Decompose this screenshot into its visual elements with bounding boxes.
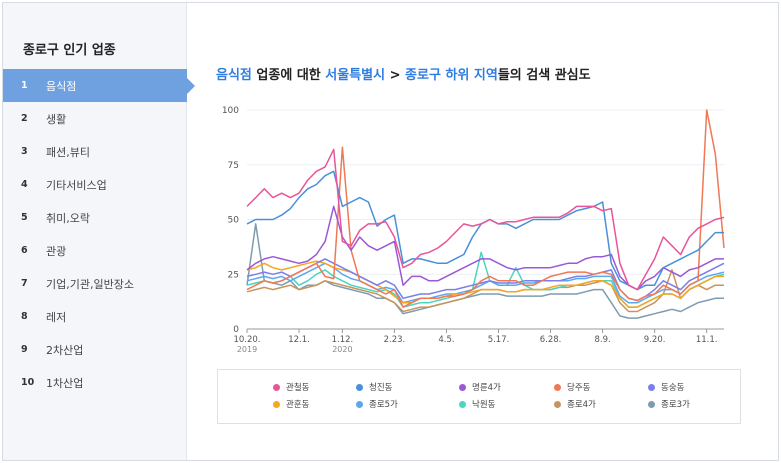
sidebar-item-label: 관광 <box>46 244 67 258</box>
title-text-2: 들의 검색 관심도 <box>497 68 591 83</box>
sidebar-item-number: 9 <box>21 344 28 355</box>
legend-label: 낙원동 <box>472 400 496 410</box>
legend-label: 종로4가 <box>567 400 596 410</box>
sidebar-item[interactable]: 6 관광 <box>3 234 187 267</box>
legend-dot-icon <box>273 383 280 391</box>
legend-label: 종로5가 <box>369 400 398 410</box>
sidebar-item-label: 기업,기관,일반장소 <box>46 277 134 291</box>
series-line <box>246 148 725 291</box>
title-category: 음식점 <box>216 68 252 83</box>
legend-dot-icon <box>648 383 655 391</box>
sidebar-item-number: 4 <box>21 179 28 190</box>
legend-dot-icon <box>554 383 561 391</box>
legend-label: 관훈동 <box>286 400 310 410</box>
y-tick-label: 50 <box>228 216 240 226</box>
y-tick-label: 75 <box>228 161 239 171</box>
series-line <box>246 109 725 308</box>
legend-item[interactable]: 명륜4가 <box>459 381 501 393</box>
legend-item[interactable]: 종로3가 <box>648 398 690 410</box>
sidebar-item-label: 2차산업 <box>46 343 84 357</box>
sidebar-item-label: 생활 <box>46 112 67 126</box>
legend-item[interactable]: 낙원동 <box>459 398 495 410</box>
legend-item[interactable]: 청진동 <box>356 381 392 393</box>
sidebar-item-number: 1 <box>21 80 28 91</box>
sidebar-item-number: 8 <box>21 311 28 322</box>
legend-label: 당주동 <box>567 383 591 393</box>
sidebar-item[interactable]: 9 2차산업 <box>3 333 187 366</box>
sidebar-item[interactable]: 3 패션,뷰티 <box>3 135 187 168</box>
sidebar-item[interactable]: 8 레저 <box>3 300 187 333</box>
x-tick-sublabel: 2019 <box>237 345 257 354</box>
sidebar-item-label: 취미,오락 <box>46 211 90 225</box>
title-district: 종로구 하위 지역 <box>405 68 498 83</box>
legend-label: 청진동 <box>369 383 393 393</box>
sidebar-item-number: 6 <box>21 245 28 256</box>
y-tick-label: 0 <box>233 325 239 335</box>
sidebar-item-label: 기타서비스업 <box>46 178 107 192</box>
y-tick-label: 25 <box>228 270 239 280</box>
page-title: 음식점 업종에 대한 서울특별시 > 종로구 하위 지역들의 검색 관심도 <box>216 64 591 83</box>
legend-dot-icon <box>554 400 561 408</box>
sidebar-item-label: 패션,뷰티 <box>46 145 90 159</box>
sidebar-item-label: 1차산업 <box>46 376 84 390</box>
y-tick-label: 100 <box>222 106 239 116</box>
x-tick-label: 11.1. <box>696 335 718 345</box>
legend-dot-icon <box>273 400 280 408</box>
legend-dot-icon <box>356 400 363 408</box>
title-separator: > <box>385 68 406 83</box>
sidebar-item-number: 10 <box>21 377 35 388</box>
sidebar-item[interactable]: 7 기업,기관,일반장소 <box>3 267 187 300</box>
sidebar: 종로구 인기 업종 1 음식점 2 생활 3 패션,뷰티 4 기타서비스업 5 취미,오락 6 관광 7… <box>3 3 195 460</box>
legend-dot-icon <box>459 400 466 408</box>
legend-dot-icon <box>648 400 655 408</box>
x-tick-label: 5.17. <box>488 335 510 345</box>
legend-item[interactable]: 동숭동 <box>648 381 684 393</box>
x-tick-sublabel: 2020 <box>332 345 352 354</box>
x-tick-label: 1.12. <box>332 335 354 345</box>
series-line <box>246 170 724 291</box>
legend-item[interactable]: 관훈동 <box>273 398 309 410</box>
x-tick-label: 4.5. <box>438 335 454 345</box>
legend-label: 동숭동 <box>661 383 685 393</box>
x-tick-label: 2.23. <box>384 335 406 345</box>
sidebar-item-number: 2 <box>21 113 28 124</box>
sidebar-item-number: 7 <box>21 278 28 289</box>
legend-dot-icon <box>356 383 363 391</box>
sidebar-item-label: 레저 <box>46 310 67 324</box>
x-tick-label: 9.20. <box>644 335 666 345</box>
sidebar-item[interactable]: 1 음식점 <box>3 69 195 102</box>
legend-item[interactable]: 종로5가 <box>356 398 398 410</box>
title-city: 서울특별시 <box>325 68 386 83</box>
sidebar-item-number: 3 <box>21 146 28 157</box>
x-tick-label: 6.28. <box>540 335 562 345</box>
x-tick-label: 12.1. <box>288 335 310 345</box>
sidebar-item[interactable]: 10 1차산업 <box>3 366 187 399</box>
legend-dot-icon <box>459 383 466 391</box>
x-tick-label: 10.20. <box>233 335 260 345</box>
series-line <box>246 205 724 291</box>
legend-item[interactable]: 관철동 <box>273 381 309 393</box>
legend-label: 명륜4가 <box>472 383 501 393</box>
legend-label: 종로3가 <box>661 400 690 410</box>
legend-item[interactable]: 당주동 <box>554 381 590 393</box>
series-line <box>246 260 724 308</box>
sidebar-item-label: 음식점 <box>46 79 77 93</box>
sidebar-title: 종로구 인기 업종 <box>23 43 116 58</box>
sidebar-item[interactable]: 5 취미,오락 <box>3 201 187 234</box>
series-line <box>246 262 725 304</box>
x-tick-label: 8.9. <box>594 335 610 345</box>
legend-item[interactable]: 종로4가 <box>554 398 596 410</box>
legend-label: 관철동 <box>286 383 310 393</box>
sidebar-item-number: 5 <box>21 212 28 223</box>
category-menu: 1 음식점 2 생활 3 패션,뷰티 4 기타서비스업 5 취미,오락 6 관광 7 기업,기관,일반장소… <box>3 69 195 399</box>
sidebar-item[interactable]: 2 생활 <box>3 102 187 135</box>
title-text-1: 업종에 대한 <box>251 68 326 83</box>
sidebar-item[interactable]: 4 기타서비스업 <box>3 168 187 201</box>
